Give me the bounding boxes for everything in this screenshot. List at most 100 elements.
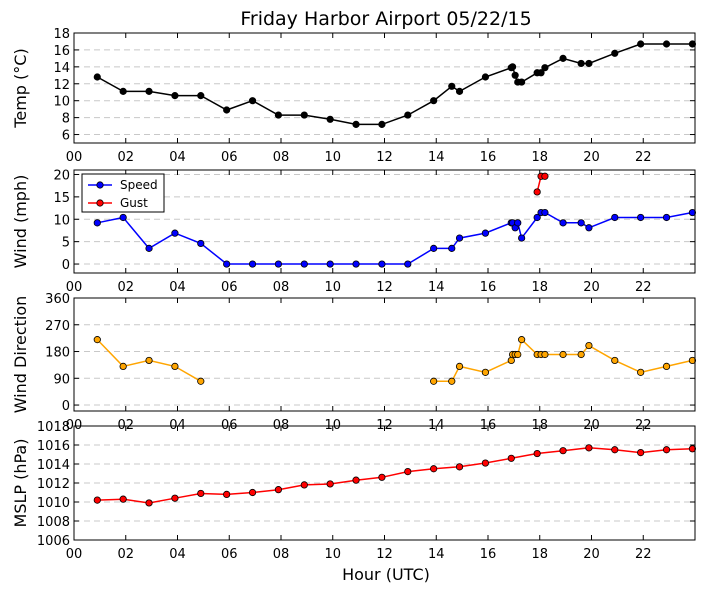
- data-point: [662, 446, 671, 454]
- y-tick-label: 1016: [37, 439, 70, 454]
- y-tick-label: 270: [45, 319, 70, 334]
- x-tick-label: 12: [376, 547, 393, 562]
- data-point: [688, 40, 697, 48]
- y-axis-label: Wind Direction: [11, 296, 30, 414]
- data-point: [93, 219, 101, 227]
- x-tick-label: 14: [428, 280, 445, 295]
- x-tick-label: 08: [273, 280, 290, 295]
- data-point: [518, 336, 526, 344]
- data-point: [688, 445, 697, 453]
- data-point: [197, 377, 205, 385]
- x-tick-label: 02: [117, 150, 134, 165]
- data-point: [430, 465, 438, 473]
- x-tick-label: 14: [428, 547, 445, 562]
- data-point: [223, 490, 231, 498]
- data-point: [430, 244, 438, 252]
- data-point: [248, 260, 257, 268]
- data-point: [481, 368, 490, 376]
- data-point: [541, 208, 549, 217]
- x-tick-label: 06: [221, 150, 238, 165]
- data-point: [171, 229, 179, 237]
- data-point: [518, 234, 526, 242]
- data-point: [662, 213, 671, 222]
- data-point: [119, 213, 127, 222]
- data-point: [577, 350, 585, 359]
- x-tick-label: 00: [66, 150, 83, 165]
- data-point: [577, 219, 585, 227]
- data-point: [197, 239, 205, 248]
- data-point: [585, 224, 593, 232]
- data-point: [448, 82, 456, 90]
- x-tick-label: 16: [480, 547, 497, 562]
- series-line: [433, 338, 693, 383]
- x-tick-label: 10: [324, 547, 341, 562]
- y-tick-label: 8: [62, 112, 70, 127]
- data-point: [514, 219, 522, 227]
- data-point: [559, 54, 567, 62]
- data-point: [611, 446, 619, 454]
- y-tick-label: 12: [53, 78, 70, 93]
- data-point: [326, 115, 334, 123]
- x-tick-label: 10: [324, 150, 341, 165]
- data-point: [223, 260, 231, 268]
- y-tick-label: 1010: [37, 496, 70, 511]
- series-line: [97, 211, 693, 265]
- x-tick-label: 08: [273, 547, 290, 562]
- x-tick-label: 04: [169, 547, 186, 562]
- x-tick-label: 18: [531, 150, 548, 165]
- data-point: [533, 188, 541, 196]
- y-tick-label: 1008: [37, 515, 70, 530]
- data-point: [688, 208, 697, 217]
- data-point: [637, 448, 645, 457]
- x-tick-label: 00: [66, 547, 83, 562]
- plot-frame: [73, 425, 696, 541]
- data-point: [352, 476, 360, 484]
- data-point: [145, 499, 153, 507]
- data-point: [541, 350, 549, 359]
- data-point: [518, 78, 526, 86]
- data-point: [326, 480, 334, 488]
- data-point: [455, 362, 464, 370]
- data-point: [662, 40, 671, 48]
- data-point: [119, 362, 127, 370]
- data-point: [300, 481, 308, 489]
- x-tick-label: 20: [583, 547, 600, 562]
- data-point: [455, 463, 464, 471]
- y-axis-label: MSLP (hPa): [11, 439, 30, 528]
- y-tick-label: 18: [53, 27, 70, 42]
- legend: Speed Gust: [81, 173, 165, 213]
- temp-panel: 6 8 10 12 14 16 18 00 02 04 06 08 10 12 14 16 18 20 22 Temp…: [11, 27, 697, 165]
- data-point: [171, 494, 179, 502]
- y-tick-label: 90: [53, 372, 70, 387]
- data-point: [514, 350, 522, 359]
- legend-label: Speed: [120, 178, 158, 192]
- data-point: [93, 496, 101, 504]
- data-point: [533, 213, 541, 222]
- plot-frame: [73, 297, 696, 412]
- x-tick-label: 06: [221, 547, 238, 562]
- x-tick-label: 20: [583, 150, 600, 165]
- data-point: [197, 489, 205, 498]
- y-tick-label: 360: [45, 292, 70, 307]
- data-point: [404, 111, 412, 119]
- data-point: [378, 473, 386, 481]
- data-point: [171, 362, 179, 370]
- y-axis-label: Wind (mph): [11, 175, 30, 269]
- data-point: [455, 87, 464, 95]
- x-tick-label: 16: [480, 280, 497, 295]
- data-point: [430, 377, 438, 385]
- series-data: [93, 336, 697, 385]
- data-point: [404, 467, 412, 476]
- data-point: [352, 260, 360, 268]
- data-point: [145, 244, 153, 252]
- x-tick-label: 10: [324, 280, 341, 295]
- y-tick-label: 0: [62, 399, 70, 414]
- legend-box: [81, 173, 165, 213]
- data-point: [611, 356, 619, 365]
- data-point: [481, 229, 490, 237]
- data-point: [481, 459, 490, 467]
- data-point: [585, 444, 593, 452]
- data-point: [248, 97, 257, 105]
- data-point: [352, 120, 360, 128]
- series-data: [93, 444, 697, 507]
